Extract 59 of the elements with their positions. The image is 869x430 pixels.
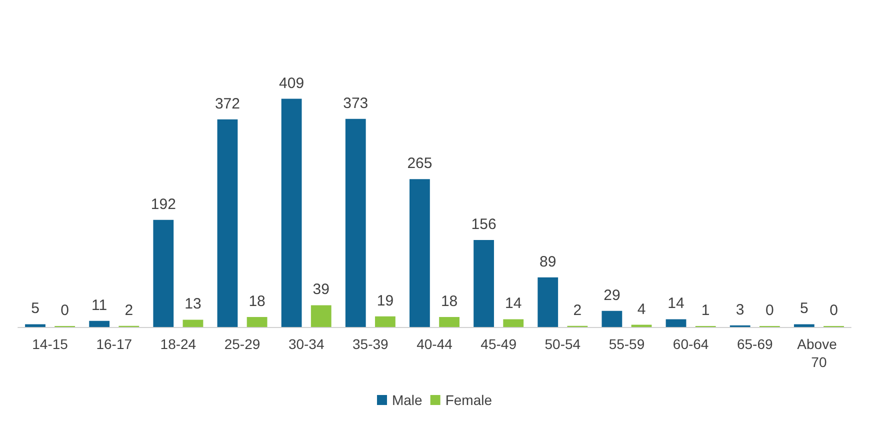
data-label: 14 [505,295,522,312]
data-label: 156 [471,216,496,233]
data-label: 29 [604,286,620,304]
x-tick-label: 30-34 [288,336,324,352]
data-label: 2 [124,302,134,319]
legend-label: Female [445,392,492,408]
data-label: 265 [407,155,432,172]
x-tick-label: 45-49 [480,336,517,352]
data-label: 3 [736,301,744,318]
x-tick-label: Above 70 [797,336,841,370]
x-tick-label: 50-54 [544,336,581,352]
data-label: 0 [60,302,69,319]
data-label: 18 [248,292,266,310]
x-tick-label: 65-69 [736,336,773,352]
data-label: 11 [92,296,108,314]
bar [25,324,46,327]
data-label: 373 [343,94,368,112]
legend-label: Male [392,392,423,408]
x-tick-label: 40-44 [416,336,453,352]
bar [474,240,494,327]
bar [503,319,524,327]
data-label: 13 [184,296,202,313]
data-label: 19 [376,292,394,310]
bar [217,119,238,327]
bar [182,320,204,327]
bar [310,305,332,327]
x-tick-label: 25-29 [224,336,260,352]
data-label: 192 [150,196,176,213]
data-label: 39 [312,281,330,298]
bar [666,319,686,327]
x-tick-label: 18-24 [160,336,196,352]
bar [281,98,302,327]
x-tick-label: 35-39 [352,336,389,352]
data-label: 4 [637,300,646,318]
bar [794,324,814,327]
x-tick-label: 60-64 [672,336,709,352]
bar [153,220,174,327]
x-tick-label: 55-59 [608,336,645,352]
data-label: 409 [279,74,304,92]
data-label: 0 [830,302,838,319]
data-label: 14 [668,295,684,312]
data-label: 0 [766,302,774,319]
data-label: 18 [440,292,458,310]
bar [375,316,396,327]
bar [602,310,622,327]
bar [538,277,558,327]
x-tick-label: 16-17 [96,336,132,352]
bar [89,320,110,327]
data-label: 1 [701,302,710,319]
data-label: 5 [31,300,40,318]
data-label: 372 [214,95,240,112]
data-label: 5 [800,300,808,318]
bar [410,179,430,327]
bar [345,118,366,327]
data-label: 2 [573,302,582,319]
bar [246,316,268,327]
x-tick-label: 14-15 [32,336,68,352]
bar [439,316,460,327]
data-label: 89 [540,253,556,270]
